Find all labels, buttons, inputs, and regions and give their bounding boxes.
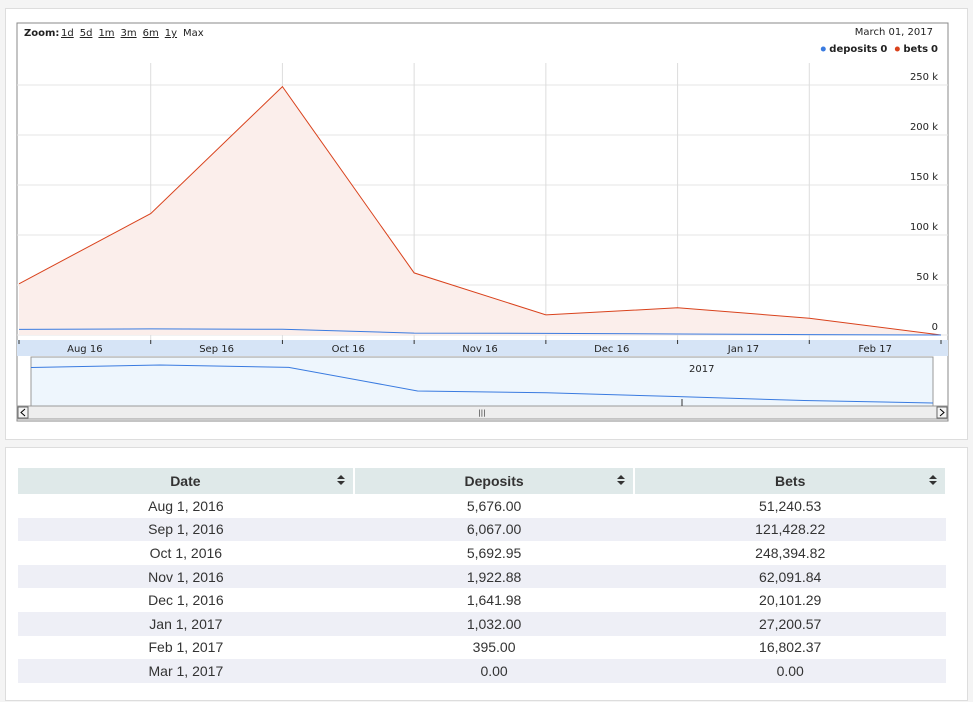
zoom-option[interactable]: 1m	[98, 28, 114, 39]
legend-marker	[894, 46, 900, 52]
y-tick-label: 200 k	[910, 122, 938, 133]
sort-icon	[336, 475, 345, 485]
table-cell: 121,428.22	[634, 517, 946, 542]
table-row: Oct 1, 2016 5,692.95 248,394.82	[18, 541, 946, 565]
navigator-line	[30, 364, 934, 404]
zoom-option[interactable]: 3m	[121, 28, 137, 39]
sort-icon	[929, 475, 937, 485]
zoom-option[interactable]: 6m	[143, 28, 159, 39]
table-cell: Sep 1, 2016	[18, 517, 354, 542]
table-cell: 1,641.98	[466, 592, 522, 609]
table-cell: 395.00	[472, 639, 516, 656]
table-cell: 51,240.53	[759, 497, 822, 514]
scroll-right-arrow	[939, 408, 945, 417]
table-cell: Mar 1, 2017	[18, 659, 354, 683]
table-cell: 0.00	[634, 659, 946, 683]
table-cell: Feb 1, 2017	[148, 639, 224, 656]
scroll-left-arrow	[20, 408, 26, 417]
zoom-label: Zoom:	[24, 28, 59, 39]
zoom-option[interactable]: 1y	[165, 28, 177, 39]
zoom-option[interactable]: 1d	[61, 28, 74, 39]
navigator-label: 2017	[689, 364, 714, 375]
table-row: Mar 1, 2017 0.00 0.00	[18, 659, 946, 683]
navigator	[30, 356, 934, 408]
x-tick-label: Feb 17	[858, 344, 892, 355]
table-row: Dec 1, 2016 1,641.98 20,101.29	[18, 588, 946, 612]
y-tick-label: 100 k	[910, 222, 938, 233]
x-tick-label: Dec 16	[594, 344, 629, 355]
table-cell: 20,101.29	[759, 592, 822, 609]
table-cell: 62,091.84	[634, 564, 946, 589]
header-text: Deposits	[464, 473, 524, 489]
table-cell: 248,394.82	[755, 544, 826, 561]
chart-panel: Zoom: March 01, 2017 1d 5d 1m 3m 6m 1y Max 0 bet…	[5, 8, 968, 440]
table-cell: Oct 1, 2016	[149, 544, 223, 561]
area	[19, 86, 941, 335]
chart: Zoom: March 01, 2017 1d 5d 1m 3m 6m 1y Max0bet…	[16, 22, 949, 422]
table-cell: 1,032.00	[353, 611, 635, 636]
zoom-option[interactable]: 5d	[80, 28, 93, 39]
line	[18, 328, 942, 336]
x-tick-label: Nov 16	[462, 344, 497, 355]
table-cell: 16,802.37	[759, 639, 822, 656]
table-cell: 0.00	[353, 659, 635, 683]
y-tick-label: 50 k	[916, 272, 938, 283]
legend-value: 0	[880, 44, 887, 55]
x-tick-label: Jan 17	[727, 344, 759, 355]
table-row: Sep 1, 2016 6,067.00 121,428.22	[18, 517, 946, 542]
scroll-right[interactable]	[936, 406, 948, 419]
legend-value: 0	[931, 44, 938, 55]
table-row: Feb 1, 2017 395.00 16,802.37	[18, 636, 946, 660]
table-cell: Jan 1, 2017	[18, 611, 354, 636]
date-label: March 01, 2017	[855, 27, 933, 38]
legend-marker	[820, 46, 826, 52]
column-header[interactable]: Deposits	[353, 468, 636, 494]
table-row: Jan 1, 2017 1,032.00 27,200.57	[18, 611, 946, 636]
header-text: Bets	[775, 473, 806, 489]
legend-label: bets	[903, 44, 928, 55]
scroll-left[interactable]	[17, 406, 29, 419]
table-cell: Nov 1, 2016	[18, 564, 354, 589]
x-axis-band	[17, 340, 948, 356]
table-cell: 27,200.57	[634, 611, 946, 636]
y-tick-label: 0	[932, 322, 938, 333]
header-text: Date	[170, 473, 201, 489]
table-row: Nov 1, 2016 1,922.88 62,091.84	[18, 564, 946, 589]
scrollbar	[16, 405, 949, 420]
table-cell: Aug 1, 2016	[148, 497, 224, 514]
scroll-grip: |||	[478, 409, 485, 417]
x-tick-label: Aug 16	[67, 344, 102, 355]
column-header[interactable]: Bets	[634, 468, 947, 494]
line	[18, 85, 942, 336]
table-cell: 1,922.88	[353, 564, 635, 589]
legend-label: deposits	[829, 44, 877, 55]
x-tick-label: Sep 16	[199, 344, 234, 355]
x-tick-label: Oct 16	[332, 344, 365, 355]
y-tick-label: 150 k	[910, 172, 938, 183]
y-tick-label: 250 k	[910, 72, 938, 83]
table-panel: Date Deposits Bets Aug 1, 2016 5,676.00 51,24…	[5, 447, 968, 701]
table-cell: 5,676.00	[466, 497, 522, 514]
column-header[interactable]: Date	[18, 468, 355, 494]
table-cell: Dec 1, 2016	[148, 592, 224, 609]
sort-icon	[617, 475, 626, 485]
table-cell: 6,067.00	[353, 517, 635, 542]
table-cell: 5,692.95	[466, 544, 522, 561]
data-table: Date Deposits Bets Aug 1, 2016 5,676.00 51,24…	[18, 468, 947, 683]
zoom-option[interactable]: Max	[183, 28, 204, 39]
table-row: Aug 1, 2016 5,676.00 51,240.53	[18, 494, 946, 518]
